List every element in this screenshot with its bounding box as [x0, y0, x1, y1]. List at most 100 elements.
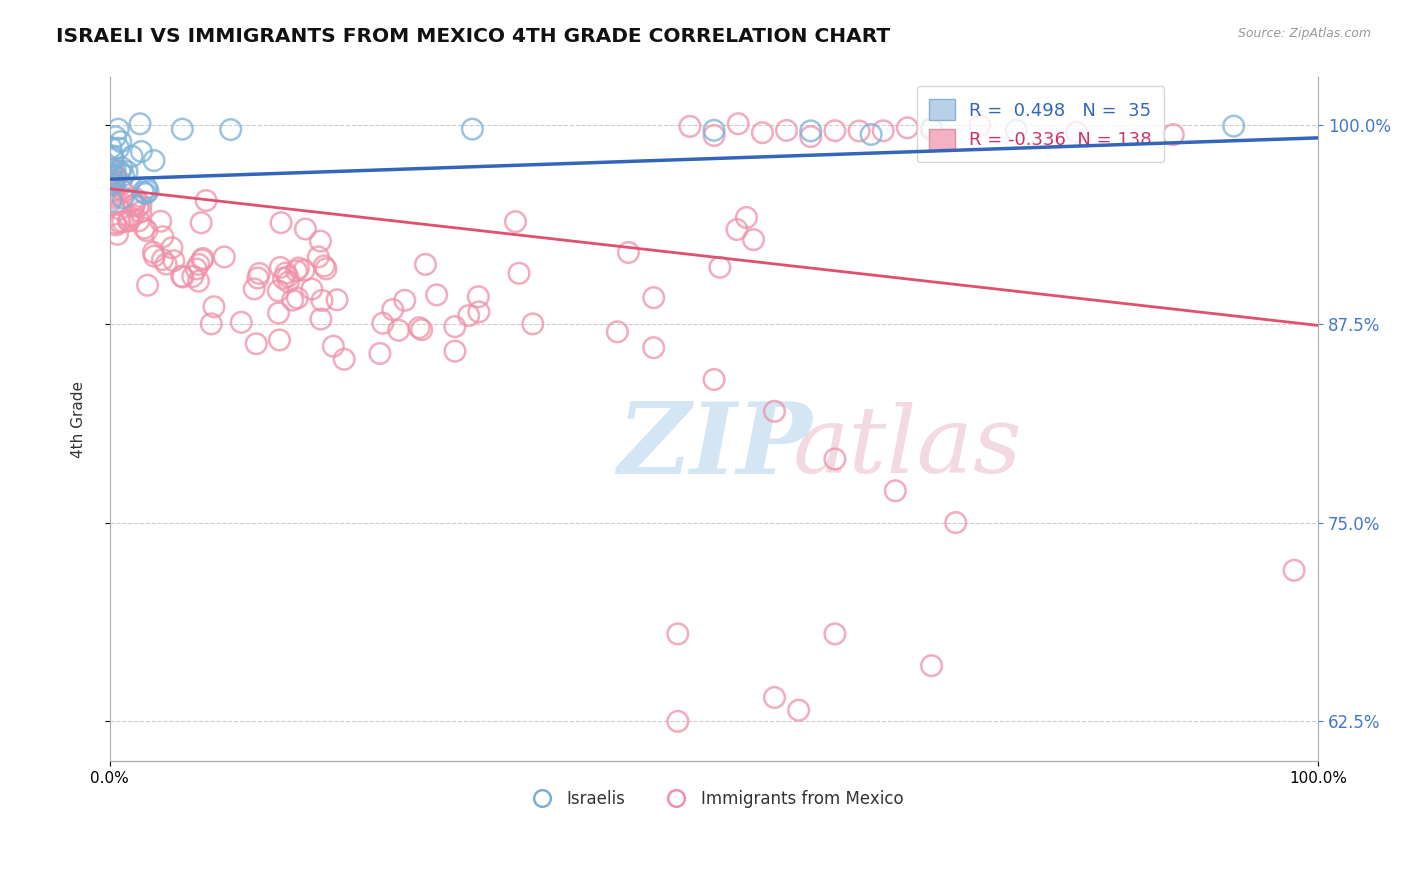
Point: [415, 257, 437, 271]
Point: [101, 178, 124, 192]
Point: [104, 163, 127, 178]
Point: [129, 205, 152, 219]
Point: [269, 333, 291, 347]
Point: [170, 269, 193, 284]
Point: [800, 124, 823, 138]
Point: [135, 224, 157, 238]
Point: [108, 164, 131, 178]
Point: [285, 264, 308, 278]
Point: [921, 121, 943, 136]
Point: [132, 185, 155, 199]
Text: ZIP: ZIP: [617, 399, 813, 495]
Point: [824, 124, 846, 138]
Point: [666, 627, 689, 641]
Point: [104, 179, 127, 194]
Point: [309, 234, 332, 248]
Point: [945, 516, 967, 530]
Point: [703, 128, 725, 143]
Point: [333, 352, 356, 367]
Point: [643, 341, 665, 355]
Point: [326, 293, 349, 307]
Point: [103, 188, 125, 202]
Point: [315, 261, 337, 276]
Point: [294, 222, 316, 236]
Point: [172, 270, 194, 285]
Point: [186, 262, 208, 277]
Point: [1222, 119, 1244, 133]
Point: [103, 152, 125, 166]
Point: [277, 275, 299, 289]
Point: [101, 149, 124, 163]
Point: [187, 274, 209, 288]
Point: [118, 213, 141, 227]
Point: [872, 124, 894, 138]
Point: [122, 198, 145, 212]
Point: [314, 259, 336, 273]
Point: [135, 181, 157, 195]
Point: [107, 227, 129, 242]
Point: [388, 323, 411, 337]
Point: [191, 252, 214, 266]
Point: [101, 174, 124, 188]
Point: [468, 305, 491, 319]
Point: [467, 290, 489, 304]
Point: [426, 288, 449, 302]
Point: [606, 325, 628, 339]
Point: [274, 266, 297, 280]
Point: [800, 129, 823, 144]
Point: [522, 317, 544, 331]
Point: [163, 253, 186, 268]
Point: [247, 267, 270, 281]
Point: [269, 260, 291, 275]
Point: [243, 282, 266, 296]
Point: [101, 163, 124, 178]
Point: [103, 177, 125, 191]
Point: [1161, 128, 1184, 142]
Point: [101, 176, 124, 190]
Point: [457, 309, 479, 323]
Point: [273, 271, 295, 285]
Point: [214, 250, 236, 264]
Point: [381, 302, 404, 317]
Point: [104, 216, 127, 230]
Point: [270, 216, 292, 230]
Point: [172, 122, 194, 136]
Point: [152, 252, 174, 267]
Point: [287, 261, 309, 276]
Point: [246, 271, 269, 285]
Point: [107, 122, 129, 136]
Point: [394, 293, 416, 308]
Point: [1005, 123, 1028, 137]
Point: [508, 266, 530, 280]
Point: [155, 257, 177, 271]
Point: [100, 141, 122, 155]
Y-axis label: 4th Grade: 4th Grade: [72, 381, 86, 458]
Point: [149, 214, 172, 228]
Point: [108, 202, 131, 216]
Point: [122, 198, 145, 212]
Point: [142, 245, 165, 260]
Point: [292, 263, 315, 277]
Point: [921, 122, 943, 136]
Point: [111, 161, 134, 175]
Point: [112, 169, 135, 183]
Point: [742, 233, 765, 247]
Point: [703, 372, 725, 386]
Point: [277, 269, 299, 284]
Point: [884, 483, 907, 498]
Point: [129, 117, 152, 131]
Point: [117, 214, 139, 228]
Point: [281, 293, 304, 307]
Point: [191, 252, 214, 267]
Point: [860, 128, 883, 142]
Point: [202, 300, 225, 314]
Point: [751, 126, 773, 140]
Point: [643, 291, 665, 305]
Point: [128, 214, 150, 228]
Point: [111, 191, 134, 205]
Point: [122, 209, 145, 223]
Point: [775, 123, 797, 137]
Point: [617, 245, 640, 260]
Point: [101, 191, 124, 205]
Point: [444, 319, 467, 334]
